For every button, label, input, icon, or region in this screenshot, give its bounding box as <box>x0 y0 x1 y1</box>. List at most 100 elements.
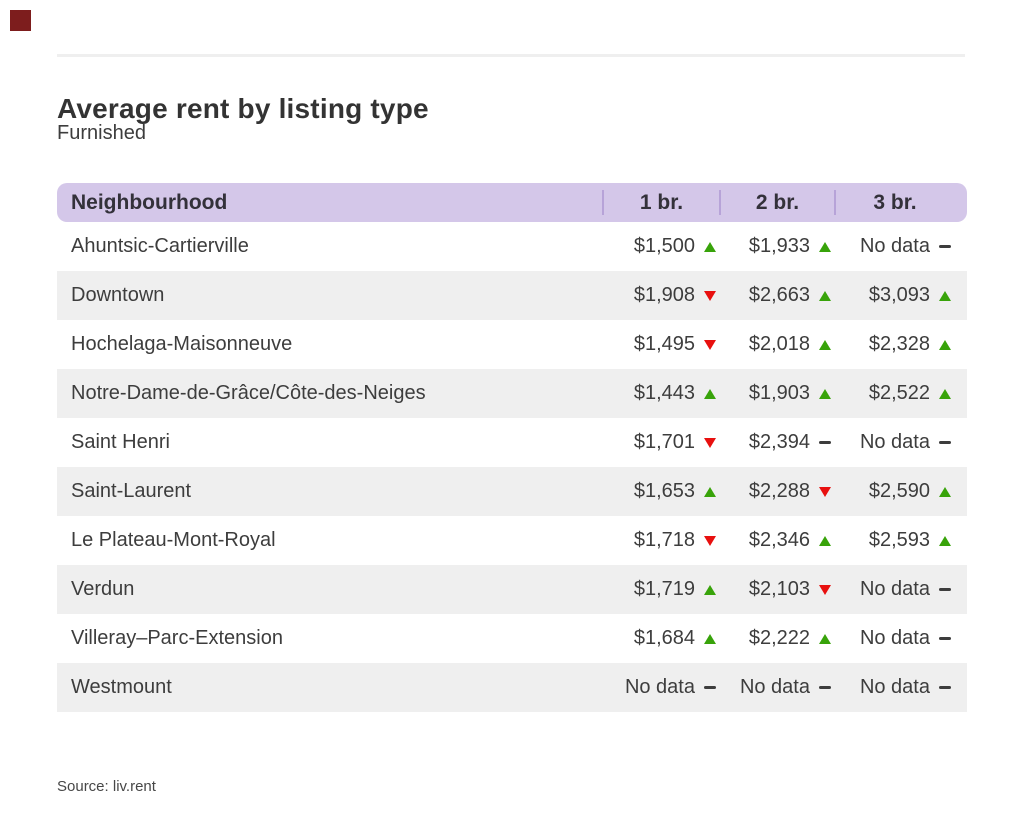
neighbourhood-cell: Saint-Laurent <box>71 480 192 502</box>
corner-marker <box>10 10 31 31</box>
rent-amount: $2,394 <box>748 431 810 453</box>
rent-cell-2br: $2,346 <box>720 529 835 552</box>
trend-slot <box>938 485 952 499</box>
trend-slot <box>703 534 717 548</box>
neighbourhood-cell: Verdun <box>71 578 135 600</box>
trend-slot <box>938 534 952 548</box>
trend-flat-icon <box>704 686 716 689</box>
neighbourhood-cell: Westmount <box>71 676 172 698</box>
column-header-1br: 1 br. <box>602 183 720 222</box>
table-header-row: Neighbourhood 1 br. 2 br. 3 br. <box>57 183 967 222</box>
rent-cell-1br: $1,719 <box>603 578 720 601</box>
rent-amount: $1,653 <box>633 480 695 502</box>
rent-amount: $1,684 <box>633 627 695 649</box>
rent-cell-2br: No data <box>720 676 835 699</box>
table-row: Notre-Dame-de-Grâce/Côte-des-Neiges $1,44… <box>57 369 967 418</box>
trend-up-icon <box>819 388 831 399</box>
rent-cell-1br: $1,718 <box>603 529 720 552</box>
trend-flat-icon <box>939 588 951 591</box>
rent-amount: $3,093 <box>868 284 930 306</box>
rent-cell-2br: $1,933 <box>720 235 835 258</box>
column-header-2br: 2 br. <box>719 183 835 222</box>
rent-cell-2br: $2,222 <box>720 627 835 650</box>
table-row: Downtown $1,908 $2,663 $3,093 <box>57 271 967 320</box>
trend-slot <box>818 681 832 695</box>
rent-amount: $1,500 <box>633 235 695 257</box>
table-row: Verdun $1,719 $2,103 No data <box>57 565 967 614</box>
neighbourhood-cell: Notre-Dame-de-Grâce/Côte-des-Neiges <box>71 382 426 404</box>
trend-slot <box>818 338 832 352</box>
trend-up-icon <box>939 290 951 301</box>
trend-down-icon <box>704 290 716 301</box>
trend-up-icon <box>819 633 831 644</box>
rent-amount: $2,522 <box>868 382 930 404</box>
rent-cell-1br: $1,908 <box>603 284 720 307</box>
rent-cell-2br: $2,018 <box>720 333 835 356</box>
trend-flat-icon <box>939 245 951 248</box>
trend-slot <box>938 240 952 254</box>
rent-amount: $1,719 <box>633 578 695 600</box>
trend-up-icon <box>704 633 716 644</box>
rent-amount: $1,908 <box>633 284 695 306</box>
rent-cell-2br: $2,394 <box>720 431 835 454</box>
neighbourhood-cell: Saint Henri <box>71 431 170 453</box>
page-subtitle: Furnished <box>57 122 146 144</box>
rent-cell-3br: No data <box>835 235 967 258</box>
trend-down-icon <box>704 437 716 448</box>
trend-slot <box>818 534 832 548</box>
trend-flat-icon <box>819 441 831 444</box>
rent-cell-1br: No data <box>603 676 720 699</box>
trend-up-icon <box>704 584 716 595</box>
table-row: Hochelaga-Maisonneuve $1,495 $2,018 $2,328 <box>57 320 967 369</box>
rent-cell-1br: $1,701 <box>603 431 720 454</box>
trend-flat-icon <box>939 686 951 689</box>
trend-down-icon <box>704 535 716 546</box>
rent-amount: No data <box>859 235 930 257</box>
table-row: Villeray–Parc-Extension $1,684 $2,222 No da… <box>57 614 967 663</box>
trend-slot <box>703 289 717 303</box>
trend-slot <box>703 436 717 450</box>
trend-up-icon <box>939 486 951 497</box>
rent-amount: $2,663 <box>748 284 810 306</box>
rent-amount: $1,443 <box>633 382 695 404</box>
rent-cell-2br: $2,288 <box>720 480 835 503</box>
neighbourhood-cell: Hochelaga-Maisonneuve <box>71 333 293 355</box>
trend-slot <box>703 338 717 352</box>
rent-amount: $2,590 <box>868 480 930 502</box>
trend-up-icon <box>819 535 831 546</box>
trend-up-icon <box>704 241 716 252</box>
table-row: Westmount No data No data No data <box>57 663 967 712</box>
trend-slot <box>938 338 952 352</box>
rent-amount: $1,495 <box>633 333 695 355</box>
rent-cell-1br: $1,500 <box>603 235 720 258</box>
trend-slot <box>938 681 952 695</box>
rent-amount: $2,328 <box>868 333 930 355</box>
table-row: Ahuntsic-Cartierville $1,500 $1,933 No data <box>57 222 967 271</box>
trend-slot <box>703 387 717 401</box>
rent-amount: No data <box>859 578 930 600</box>
trend-slot <box>818 436 832 450</box>
neighbourhood-cell: Le Plateau-Mont-Royal <box>71 529 276 551</box>
rent-amount: No data <box>624 676 695 698</box>
rent-amount: $2,288 <box>748 480 810 502</box>
table-row: Saint Henri $1,701 $2,394 No data <box>57 418 967 467</box>
rent-cell-3br: $2,522 <box>835 382 967 405</box>
rent-cell-1br: $1,684 <box>603 627 720 650</box>
rent-cell-3br: No data <box>835 431 967 454</box>
trend-slot <box>703 632 717 646</box>
trend-up-icon <box>939 388 951 399</box>
trend-down-icon <box>819 584 831 595</box>
rent-cell-3br: No data <box>835 578 967 601</box>
trend-flat-icon <box>939 441 951 444</box>
trend-slot <box>703 240 717 254</box>
rent-amount: $2,103 <box>748 578 810 600</box>
rent-cell-1br: $1,653 <box>603 480 720 503</box>
trend-up-icon <box>819 241 831 252</box>
trend-down-icon <box>819 486 831 497</box>
table-body: Ahuntsic-Cartierville $1,500 $1,933 No data… <box>57 222 967 712</box>
trend-slot <box>818 583 832 597</box>
trend-flat-icon <box>819 686 831 689</box>
neighbourhood-cell: Downtown <box>71 284 165 306</box>
rent-table: Neighbourhood 1 br. 2 br. 3 br. Ahuntsic… <box>57 183 967 712</box>
rent-amount: No data <box>859 676 930 698</box>
